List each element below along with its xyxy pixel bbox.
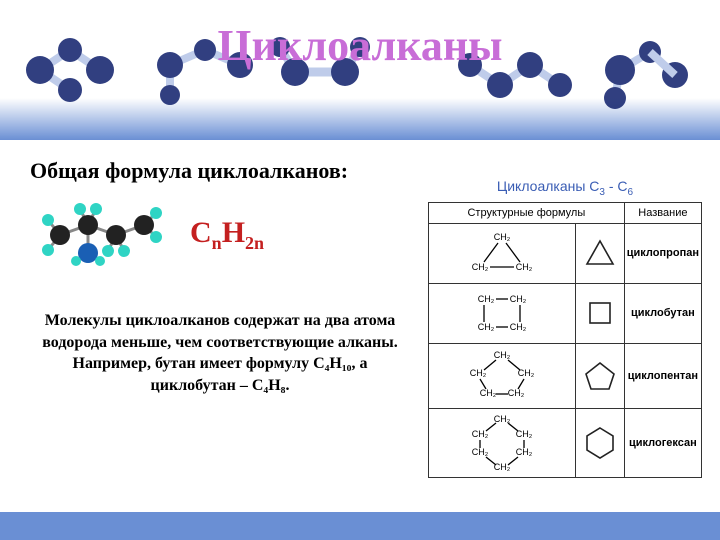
- table-title: Циклоалканы C3 - C6: [428, 178, 702, 198]
- svg-text:CH₂: CH₂: [508, 388, 525, 398]
- svg-text:CH₂: CH₂: [494, 350, 511, 360]
- header-banner: Циклоалканы: [0, 0, 720, 140]
- name-cell: циклогексан: [624, 408, 701, 477]
- name-cell: циклобутан: [624, 283, 701, 343]
- shape-cell: [576, 283, 624, 343]
- name-cell: циклопентан: [624, 343, 701, 408]
- svg-text:CH₂: CH₂: [516, 447, 533, 457]
- general-formula: CnH2n: [190, 216, 264, 254]
- svg-text:CH₂: CH₂: [472, 447, 489, 457]
- table-row: CH₂ CH₂ CH₂ циклопропан: [429, 223, 702, 283]
- cycloalkane-table: Структурные формулы Название CH₂ CH₂ CH₂: [428, 202, 702, 478]
- svg-text:CH₂: CH₂: [480, 388, 497, 398]
- svg-text:CH₂: CH₂: [510, 294, 527, 304]
- formula-C: C: [190, 216, 212, 249]
- subtitle: Общая формула циклоалканов:: [30, 158, 348, 184]
- struct-cell: CH₂ CH₂ CH₂: [429, 223, 576, 283]
- name-cell: циклопропан: [624, 223, 701, 283]
- formula-2n: 2n: [245, 233, 264, 253]
- formula-block: CnH2n: [30, 195, 264, 275]
- struct-cell: CH₂ CH₂ CH₂ CH₂: [429, 283, 576, 343]
- body-paragraph: Молекулы циклоалканов содержат на два ат…: [30, 310, 410, 396]
- svg-text:CH₂: CH₂: [478, 322, 495, 332]
- shape-cell: [576, 408, 624, 477]
- shape-cell: [576, 223, 624, 283]
- table-title-dash: - C: [605, 178, 628, 194]
- shape-cell: [576, 343, 624, 408]
- table-title-prefix: Циклоалканы C: [497, 178, 600, 194]
- page-title: Циклоалканы: [217, 20, 502, 71]
- title-text: Циклоалканы: [217, 21, 502, 70]
- svg-text:CH₂: CH₂: [494, 414, 511, 424]
- formula-H: H: [222, 216, 245, 249]
- struct-cell: CH₂ CH₂CH₂ CH₂CH₂ CH₂: [429, 408, 576, 477]
- svg-text:CH₂: CH₂: [516, 262, 533, 272]
- struct-cell: CH₂ CH₂CH₂ CH₂CH₂: [429, 343, 576, 408]
- svg-text:CH₂: CH₂: [472, 262, 489, 272]
- footer-bar: [0, 512, 720, 540]
- table-row: CH₂ CH₂CH₂ CH₂CH₂ циклопентан: [429, 343, 702, 408]
- svg-text:CH₂: CH₂: [494, 232, 511, 242]
- table-row: CH₂ CH₂ CH₂ CH₂ циклобутан: [429, 283, 702, 343]
- formula-n: n: [212, 233, 222, 253]
- table-row: CH₂ CH₂CH₂ CH₂CH₂ CH₂ циклогексан: [429, 408, 702, 477]
- svg-text:CH₂: CH₂: [478, 294, 495, 304]
- svg-text:CH₂: CH₂: [510, 322, 527, 332]
- col-name-header: Название: [624, 202, 701, 223]
- col-struct-header: Структурные формулы: [429, 202, 625, 223]
- table-title-to: 6: [628, 187, 634, 198]
- cycloalkane-table-area: Циклоалканы C3 - C6 Структурные формулы …: [428, 178, 702, 478]
- molecule-model: [30, 195, 170, 275]
- svg-text:CH₂: CH₂: [494, 462, 511, 472]
